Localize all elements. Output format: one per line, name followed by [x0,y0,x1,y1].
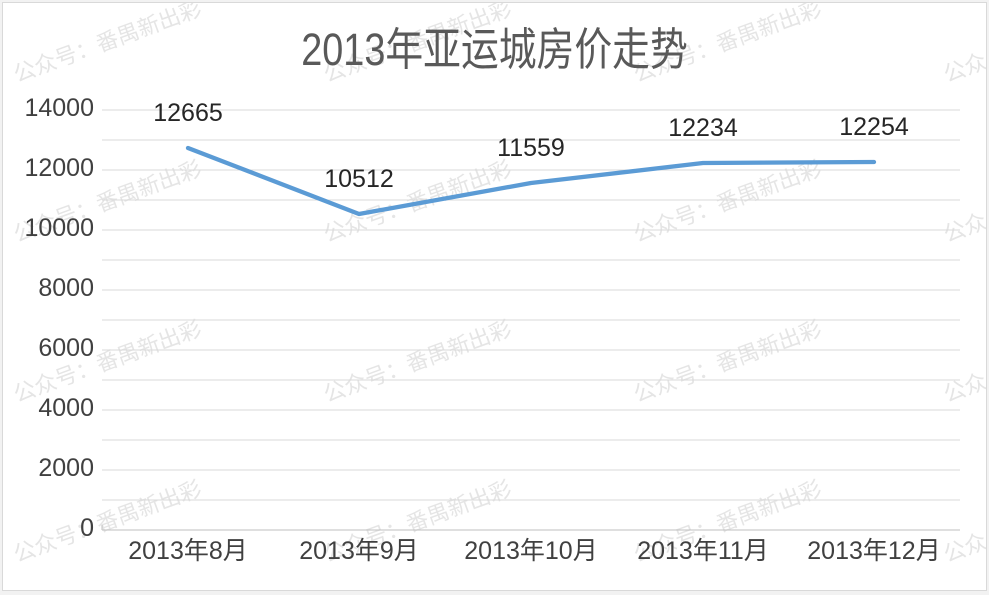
svg-text:10512: 10512 [324,165,394,193]
svg-text:11559: 11559 [497,134,565,162]
svg-text:2013年12月: 2013年12月 [807,537,940,565]
svg-text:2013年8月: 2013年8月 [128,537,248,565]
svg-text:12254: 12254 [839,113,909,141]
svg-text:12000: 12000 [24,154,94,182]
svg-text:4000: 4000 [38,394,94,422]
svg-text:6000: 6000 [38,334,94,362]
svg-text:8000: 8000 [38,274,94,302]
svg-text:12665: 12665 [153,99,223,127]
svg-text:10000: 10000 [24,214,94,242]
svg-text:2000: 2000 [38,454,94,482]
svg-text:14000: 14000 [24,94,94,122]
svg-text:2013年10月: 2013年10月 [464,537,597,565]
svg-text:2013年11月: 2013年11月 [637,537,769,565]
svg-text:12234: 12234 [668,114,738,142]
svg-text:0: 0 [80,514,94,542]
svg-text:2013年9月: 2013年9月 [299,537,419,565]
